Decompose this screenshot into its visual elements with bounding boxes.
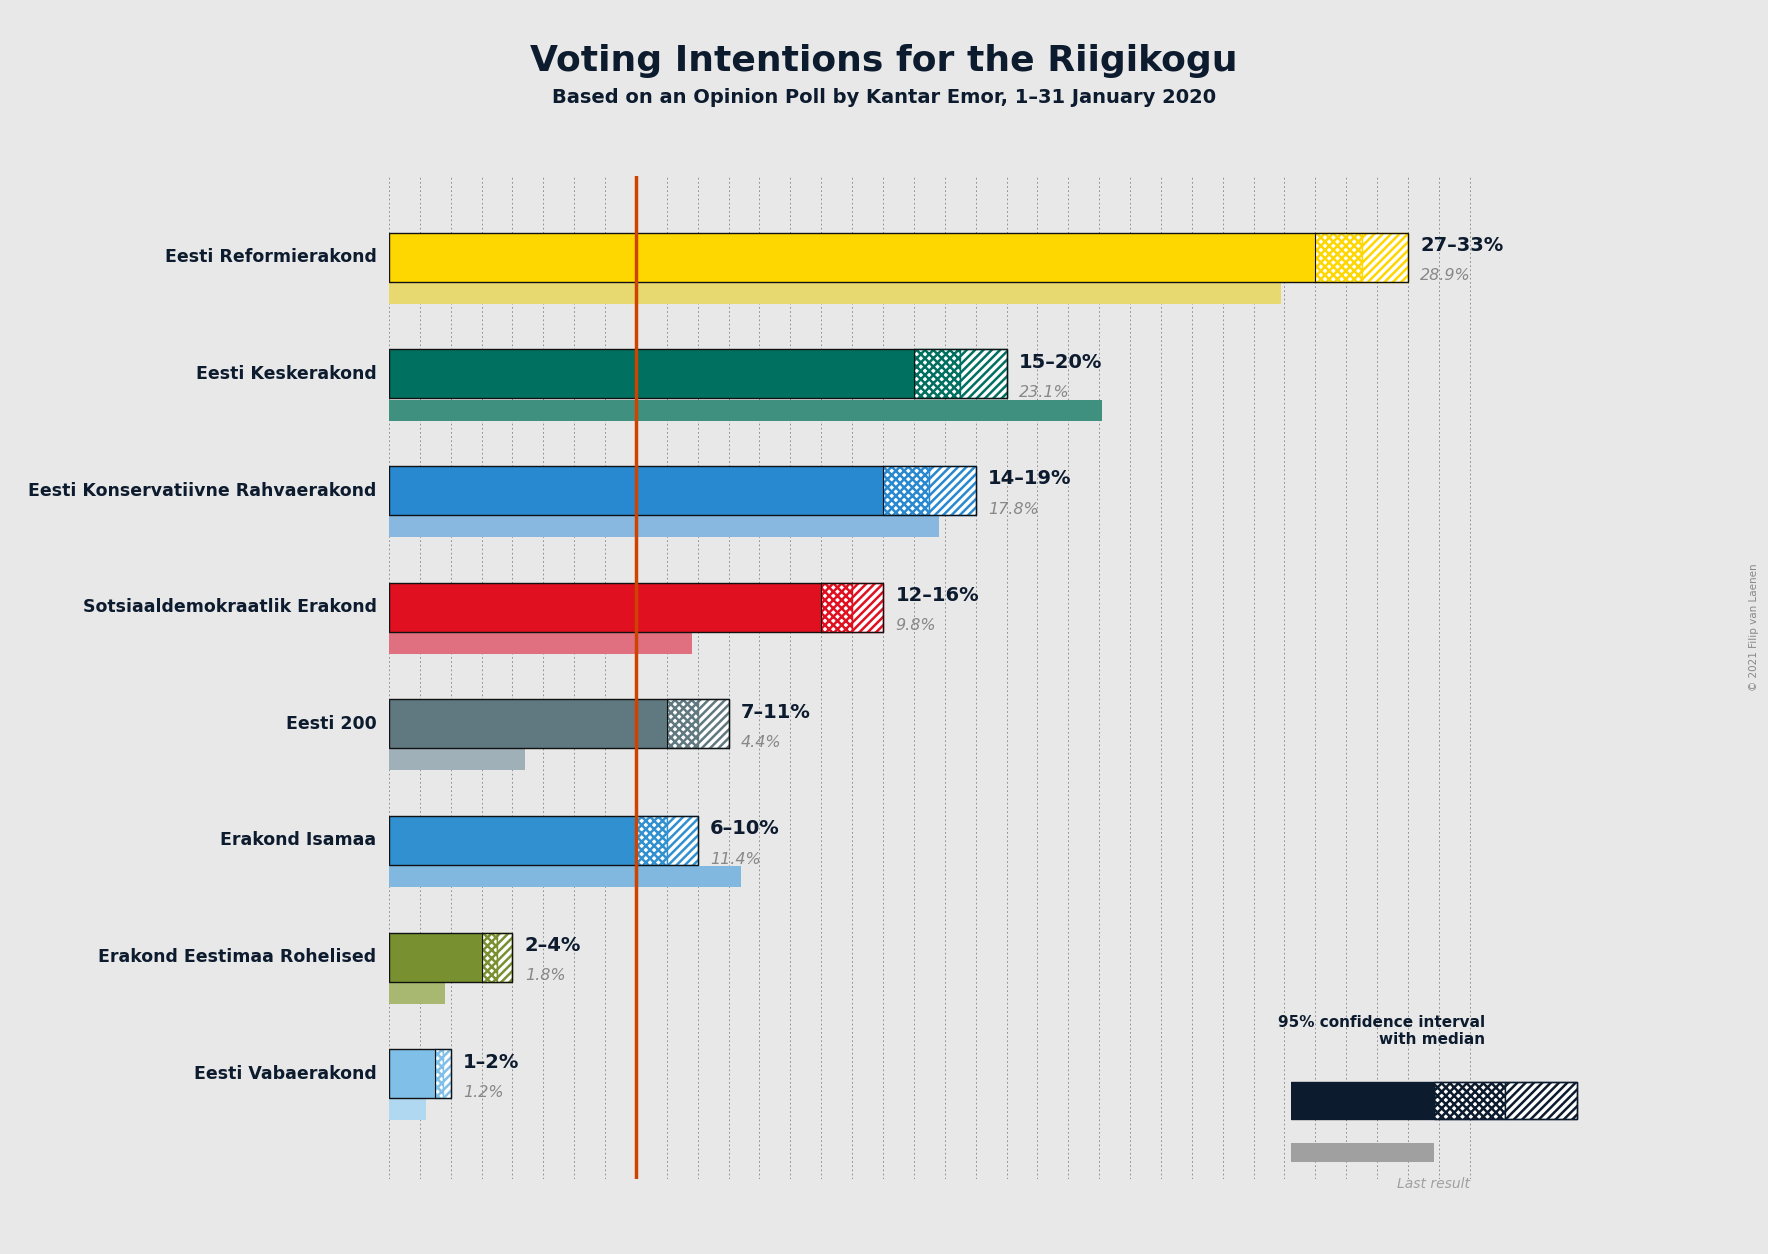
- Bar: [914, 350, 960, 399]
- Text: © 2021 Filip van Laenen: © 2021 Filip van Laenen: [1749, 563, 1759, 691]
- Bar: [389, 517, 939, 537]
- Text: 17.8%: 17.8%: [988, 502, 1040, 517]
- Bar: [852, 583, 882, 632]
- Bar: [389, 1050, 451, 1099]
- Bar: [389, 983, 444, 1003]
- Bar: [389, 700, 667, 749]
- Text: 7–11%: 7–11%: [741, 702, 812, 721]
- Bar: [444, 1050, 451, 1099]
- Text: Eesti Vabaerakond: Eesti Vabaerakond: [194, 1065, 377, 1082]
- Text: 12–16%: 12–16%: [895, 586, 979, 604]
- Text: Eesti Reformierakond: Eesti Reformierakond: [164, 248, 377, 266]
- Bar: [667, 700, 698, 749]
- Bar: [389, 283, 1282, 303]
- Bar: [822, 583, 852, 632]
- Bar: [389, 350, 1006, 399]
- Bar: [1291, 1082, 1434, 1119]
- Text: 28.9%: 28.9%: [1420, 268, 1471, 283]
- Bar: [389, 400, 1101, 420]
- Text: 27–33%: 27–33%: [1420, 236, 1503, 255]
- Bar: [667, 816, 698, 865]
- Bar: [1315, 233, 1361, 282]
- Bar: [389, 466, 882, 515]
- Text: 6–10%: 6–10%: [711, 819, 780, 839]
- Text: 1.8%: 1.8%: [525, 968, 566, 983]
- Bar: [389, 466, 976, 515]
- Text: 1–2%: 1–2%: [463, 1052, 520, 1072]
- Bar: [389, 750, 525, 770]
- Bar: [1505, 1082, 1577, 1119]
- Text: 14–19%: 14–19%: [988, 469, 1071, 488]
- Bar: [1434, 1082, 1506, 1119]
- Bar: [389, 1100, 426, 1120]
- Bar: [389, 700, 728, 749]
- Bar: [481, 933, 497, 982]
- Bar: [389, 633, 691, 653]
- Text: Eesti 200: Eesti 200: [286, 715, 377, 732]
- Bar: [636, 816, 667, 865]
- Bar: [497, 933, 513, 982]
- Bar: [930, 466, 976, 515]
- Text: Based on an Opinion Poll by Kantar Emor, 1–31 January 2020: Based on an Opinion Poll by Kantar Emor,…: [552, 88, 1216, 107]
- Bar: [1291, 1144, 1434, 1162]
- Text: 11.4%: 11.4%: [711, 851, 760, 867]
- Bar: [389, 933, 481, 982]
- Text: 9.8%: 9.8%: [895, 618, 935, 633]
- Text: 15–20%: 15–20%: [1018, 352, 1101, 371]
- Bar: [435, 1050, 444, 1099]
- Bar: [698, 700, 728, 749]
- Bar: [1291, 1082, 1577, 1119]
- Bar: [389, 867, 741, 887]
- Text: 95% confidence interval
with median: 95% confidence interval with median: [1278, 1014, 1485, 1047]
- Bar: [389, 816, 636, 865]
- Bar: [389, 816, 698, 865]
- Bar: [389, 583, 882, 632]
- Text: Eesti Keskerakond: Eesti Keskerakond: [196, 365, 377, 382]
- Bar: [882, 466, 930, 515]
- Text: 2–4%: 2–4%: [525, 935, 582, 956]
- Text: 1.2%: 1.2%: [463, 1085, 504, 1100]
- Bar: [389, 1050, 435, 1099]
- Bar: [389, 350, 914, 399]
- Text: 4.4%: 4.4%: [741, 735, 781, 750]
- Bar: [389, 933, 513, 982]
- Bar: [1361, 233, 1407, 282]
- Text: Erakond Eestimaa Rohelised: Erakond Eestimaa Rohelised: [99, 948, 377, 966]
- Bar: [389, 233, 1315, 282]
- Text: Eesti Konservatiivne Rahvaerakond: Eesti Konservatiivne Rahvaerakond: [28, 482, 377, 499]
- Text: Erakond Isamaa: Erakond Isamaa: [221, 831, 377, 849]
- Bar: [960, 350, 1006, 399]
- Text: Voting Intentions for the Riigikogu: Voting Intentions for the Riigikogu: [530, 44, 1238, 78]
- Bar: [389, 583, 822, 632]
- Text: Sotsiaaldemokraatlik Erakond: Sotsiaaldemokraatlik Erakond: [83, 598, 377, 616]
- Text: Last result: Last result: [1397, 1176, 1471, 1190]
- Text: 23.1%: 23.1%: [1018, 385, 1070, 400]
- Bar: [389, 233, 1407, 282]
